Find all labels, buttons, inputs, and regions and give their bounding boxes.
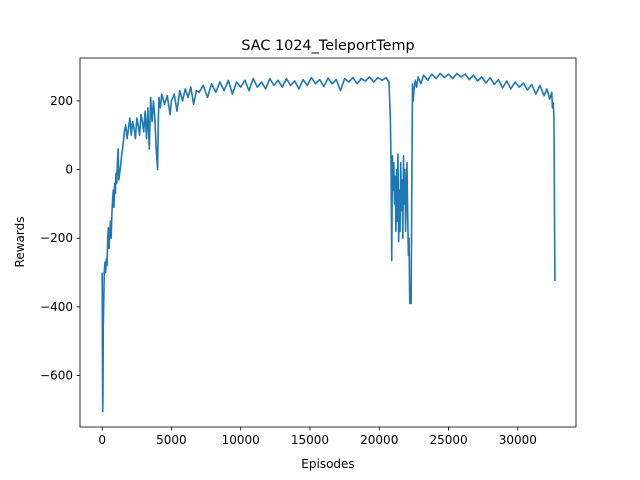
axes-frame xyxy=(79,57,577,428)
y-tick-label: 0 xyxy=(65,163,73,177)
y-axis-label: Rewards xyxy=(13,217,27,268)
y-tick-label: −200 xyxy=(40,231,73,245)
plot-area xyxy=(101,72,556,413)
x-axis-ticks: 0 5000 10000 15000 20000 25000 30000 xyxy=(98,427,537,447)
x-tick-label: 15000 xyxy=(291,433,329,447)
x-tick-label: 30000 xyxy=(499,433,537,447)
x-axis-label: Episodes xyxy=(301,457,354,471)
y-tick-label: 200 xyxy=(50,94,73,108)
x-tick-label: 10000 xyxy=(222,433,260,447)
x-tick-label: 25000 xyxy=(429,433,467,447)
x-tick-label: 5000 xyxy=(156,433,187,447)
y-tick-label: −400 xyxy=(40,300,73,314)
chart-title: SAC 1024_TeleportTemp xyxy=(241,38,414,54)
y-axis-ticks: −600 −400 −200 0 200 xyxy=(40,94,80,383)
series-line-0 xyxy=(101,72,556,413)
x-tick-label: 20000 xyxy=(360,433,398,447)
x-tick-label: 0 xyxy=(98,433,106,447)
y-tick-label: −600 xyxy=(40,369,73,383)
